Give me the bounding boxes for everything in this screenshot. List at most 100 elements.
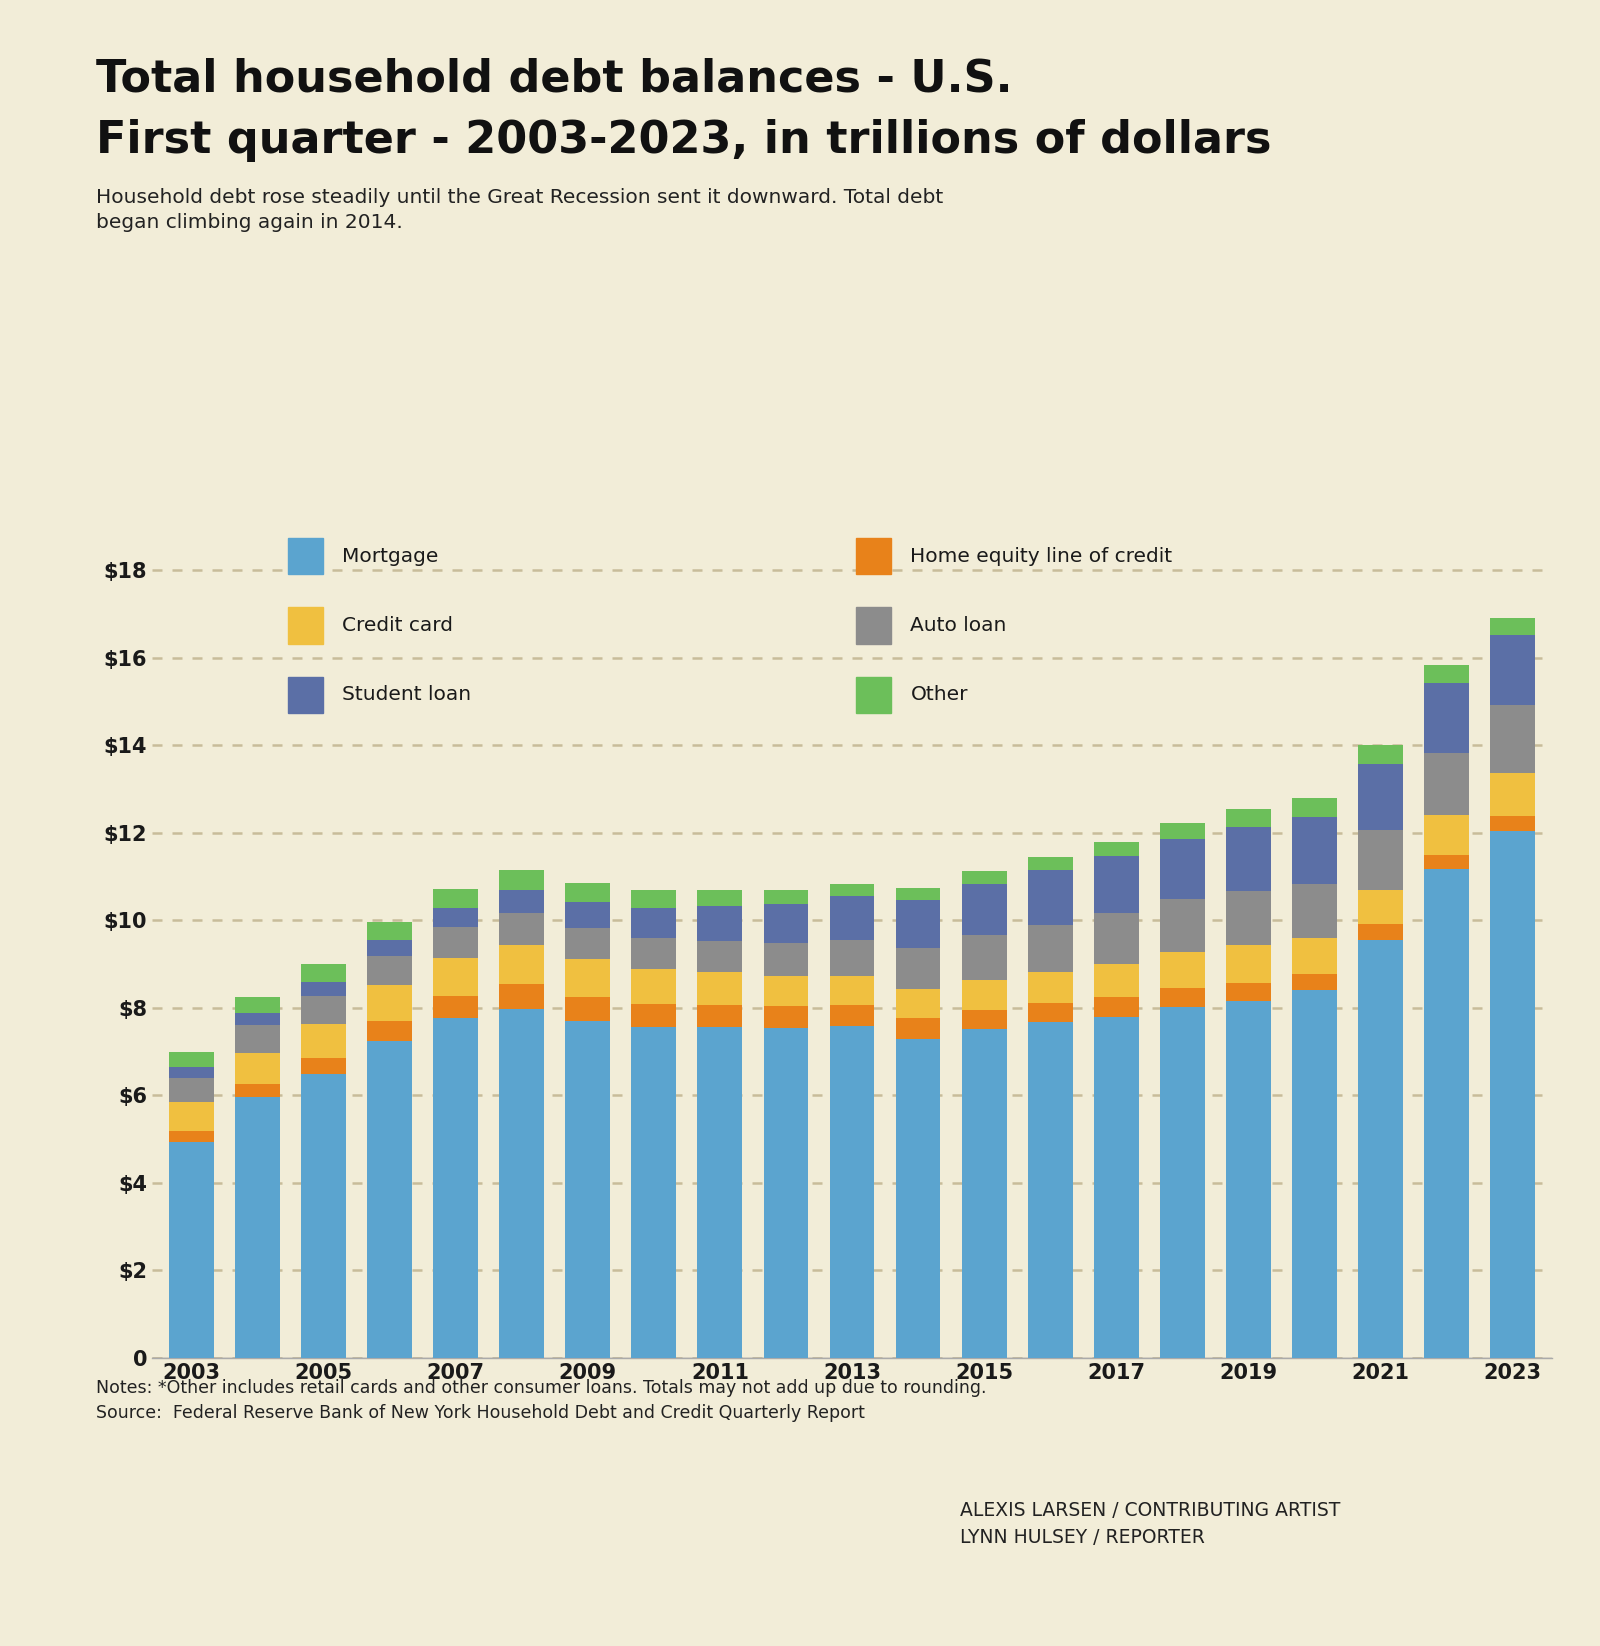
- Bar: [170, 1131, 214, 1142]
- Bar: [1094, 856, 1139, 914]
- Text: ALEXIS LARSEN / CONTRIBUTING ARTIST
LYNN HULSEY / REPORTER: ALEXIS LARSEN / CONTRIBUTING ARTIST LYNN…: [960, 1501, 1341, 1547]
- Bar: [499, 890, 544, 912]
- Bar: [1160, 988, 1205, 1007]
- Bar: [896, 1039, 941, 1358]
- Bar: [434, 927, 478, 958]
- Bar: [1490, 619, 1534, 635]
- Text: Other: Other: [910, 685, 968, 704]
- Bar: [1226, 945, 1270, 983]
- Bar: [698, 905, 742, 940]
- Bar: [1358, 764, 1403, 830]
- Bar: [1424, 869, 1469, 1358]
- Bar: [829, 1006, 875, 1027]
- Bar: [1291, 989, 1336, 1358]
- Text: Total household debt balances - U.S.: Total household debt balances - U.S.: [96, 58, 1013, 100]
- Bar: [1094, 997, 1139, 1017]
- Bar: [565, 1021, 610, 1358]
- Bar: [1027, 869, 1072, 925]
- Bar: [565, 997, 610, 1021]
- Bar: [1027, 1022, 1072, 1358]
- Bar: [565, 928, 610, 960]
- Bar: [1291, 798, 1336, 816]
- Bar: [829, 897, 875, 940]
- Bar: [565, 902, 610, 928]
- Bar: [235, 1098, 280, 1358]
- Bar: [1226, 826, 1270, 890]
- Bar: [368, 1021, 413, 1042]
- Bar: [368, 940, 413, 956]
- Bar: [1358, 940, 1403, 1358]
- Bar: [235, 1052, 280, 1083]
- Bar: [1094, 914, 1139, 965]
- Text: Household debt rose steadily until the Great Recession sent it downward. Total d: Household debt rose steadily until the G…: [96, 188, 944, 232]
- Bar: [1160, 1007, 1205, 1358]
- Bar: [170, 1078, 214, 1103]
- Bar: [632, 938, 677, 968]
- Bar: [1226, 1001, 1270, 1358]
- Bar: [896, 1017, 941, 1039]
- Bar: [632, 1027, 677, 1358]
- Text: Home equity line of credit: Home equity line of credit: [910, 546, 1173, 566]
- Bar: [368, 986, 413, 1021]
- Bar: [1424, 752, 1469, 815]
- Bar: [170, 1103, 214, 1131]
- Bar: [962, 1029, 1006, 1358]
- Bar: [1027, 925, 1072, 971]
- Bar: [170, 1052, 214, 1067]
- Bar: [1027, 971, 1072, 1002]
- Bar: [1358, 830, 1403, 890]
- Bar: [698, 890, 742, 905]
- Bar: [763, 904, 808, 943]
- Bar: [1160, 951, 1205, 988]
- Bar: [763, 976, 808, 1006]
- Bar: [235, 1083, 280, 1098]
- Text: Auto loan: Auto loan: [910, 616, 1006, 635]
- Bar: [368, 956, 413, 986]
- Bar: [301, 965, 346, 981]
- Bar: [499, 912, 544, 945]
- Bar: [1490, 831, 1534, 1358]
- Bar: [1424, 815, 1469, 854]
- Bar: [632, 1004, 677, 1027]
- Bar: [1226, 810, 1270, 826]
- Bar: [1094, 841, 1139, 856]
- Bar: [235, 1025, 280, 1052]
- Bar: [1358, 746, 1403, 764]
- Bar: [829, 940, 875, 976]
- Text: Notes: *Other includes retail cards and other consumer loans. Totals may not add: Notes: *Other includes retail cards and …: [96, 1379, 987, 1422]
- Bar: [434, 996, 478, 1017]
- Bar: [829, 1027, 875, 1358]
- Bar: [763, 943, 808, 976]
- Bar: [1358, 890, 1403, 923]
- Bar: [962, 979, 1006, 1011]
- Bar: [1094, 1017, 1139, 1358]
- Bar: [368, 1042, 413, 1358]
- Bar: [1160, 899, 1205, 951]
- Bar: [499, 869, 544, 890]
- Bar: [632, 968, 677, 1004]
- Bar: [1094, 965, 1139, 997]
- Bar: [896, 948, 941, 989]
- Bar: [1291, 938, 1336, 974]
- Bar: [1226, 890, 1270, 945]
- Bar: [1291, 816, 1336, 884]
- Bar: [1291, 974, 1336, 989]
- Bar: [235, 997, 280, 1012]
- Bar: [896, 900, 941, 948]
- Bar: [1160, 823, 1205, 839]
- Bar: [829, 884, 875, 897]
- Bar: [763, 1006, 808, 1027]
- Bar: [301, 1075, 346, 1358]
- Bar: [1358, 923, 1403, 940]
- Bar: [434, 958, 478, 996]
- Bar: [632, 890, 677, 909]
- Text: Mortgage: Mortgage: [342, 546, 438, 566]
- Bar: [301, 981, 346, 996]
- Bar: [1490, 816, 1534, 831]
- Bar: [1490, 774, 1534, 816]
- Bar: [1490, 635, 1534, 704]
- Bar: [301, 1024, 346, 1058]
- Bar: [1424, 854, 1469, 869]
- Bar: [499, 945, 544, 984]
- Bar: [698, 1027, 742, 1358]
